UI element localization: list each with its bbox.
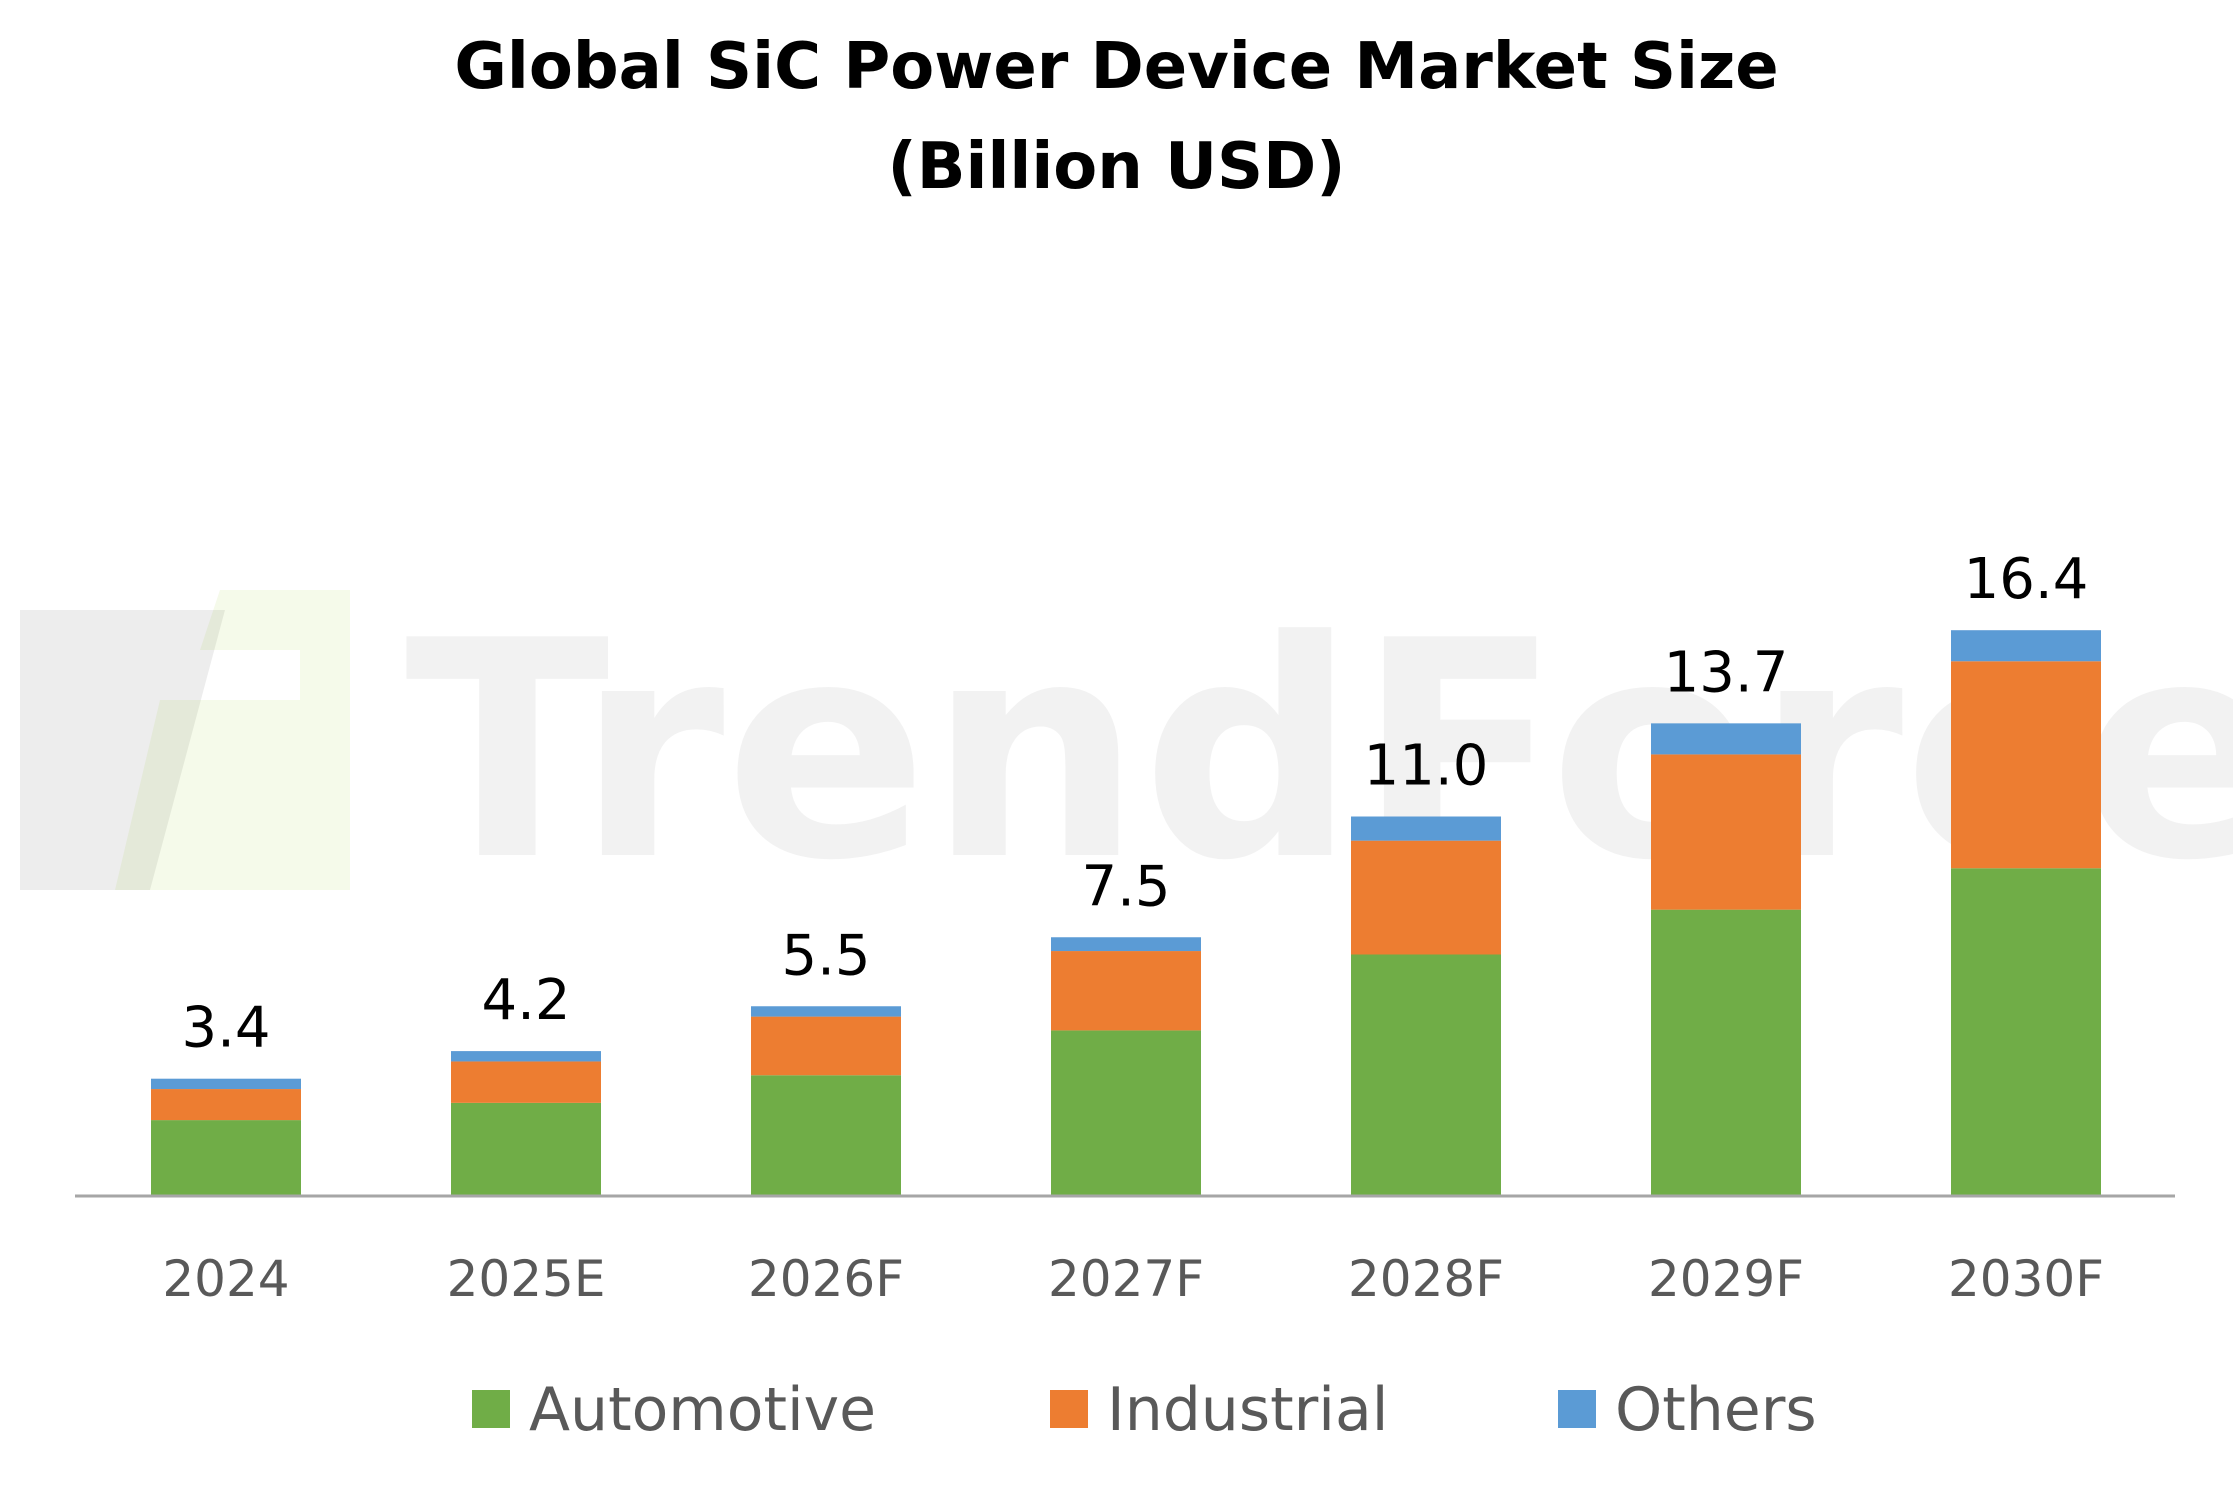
bar-automotive-2028f <box>1351 954 1501 1196</box>
bar-industrial-2024 <box>151 1089 301 1121</box>
x-tick-label-2028f: 2028F <box>1348 1250 1504 1308</box>
x-tick-label-2027f: 2027F <box>1048 1250 1204 1308</box>
bar-automotive-2029f <box>1651 909 1801 1196</box>
watermark-text: TrendForce <box>405 577 2233 926</box>
data-label-total-2028f: 11.0 <box>1364 734 1489 799</box>
x-tick-label-2025e: 2025E <box>447 1250 606 1308</box>
legend-swatch-automotive <box>472 1390 510 1428</box>
data-label-total-2030f: 16.4 <box>1964 547 2089 612</box>
bar-automotive-2024 <box>151 1120 301 1196</box>
legend-label-others: Others <box>1615 1375 1817 1445</box>
legend-label-industrial: Industrial <box>1107 1375 1388 1445</box>
bar-others-2027f <box>1051 937 1201 952</box>
x-tick-label-2026f: 2026F <box>748 1250 904 1308</box>
bar-automotive-2025e <box>451 1102 601 1196</box>
bar-others-2030f <box>1951 630 2101 662</box>
x-tick-label-2030f: 2030F <box>1948 1250 2104 1308</box>
bar-others-2026f <box>751 1006 901 1017</box>
data-label-total-2024: 3.4 <box>181 996 270 1061</box>
bar-automotive-2027f <box>1051 1030 1201 1196</box>
chart-title: Global SiC Power Device Market Size <box>454 30 1779 104</box>
bar-others-2024 <box>151 1078 301 1090</box>
bar-industrial-2026f <box>751 1016 901 1076</box>
data-label-total-2029f: 13.7 <box>1664 640 1789 705</box>
bar-industrial-2030f <box>1951 661 2101 869</box>
legend-label-automotive: Automotive <box>529 1375 876 1445</box>
data-label-total-2025e: 4.2 <box>481 968 570 1033</box>
watermark-logo-shape-light <box>115 590 350 890</box>
legend-swatch-industrial <box>1050 1390 1088 1428</box>
watermark-logo-shape-dark <box>20 590 225 890</box>
x-tick-label-2029f: 2029F <box>1648 1250 1804 1308</box>
bar-automotive-2026f <box>751 1075 901 1196</box>
bar-industrial-2028f <box>1351 840 1501 955</box>
bar-industrial-2027f <box>1051 951 1201 1031</box>
data-label-total-2026f: 5.5 <box>781 923 870 988</box>
bar-automotive-2030f <box>1951 868 2101 1196</box>
watermark-logo: TrendForce <box>20 577 2233 926</box>
legend-swatch-others <box>1558 1390 1596 1428</box>
bar-others-2025e <box>451 1051 601 1062</box>
bar-industrial-2025e <box>451 1061 601 1103</box>
data-label-total-2027f: 7.5 <box>1081 854 1170 919</box>
bar-industrial-2029f <box>1651 754 1801 910</box>
chart-subtitle: (Billion USD) <box>887 130 1346 204</box>
bar-others-2029f <box>1651 723 1801 755</box>
bar-others-2028f <box>1351 816 1501 841</box>
x-tick-label-2024: 2024 <box>162 1250 289 1308</box>
